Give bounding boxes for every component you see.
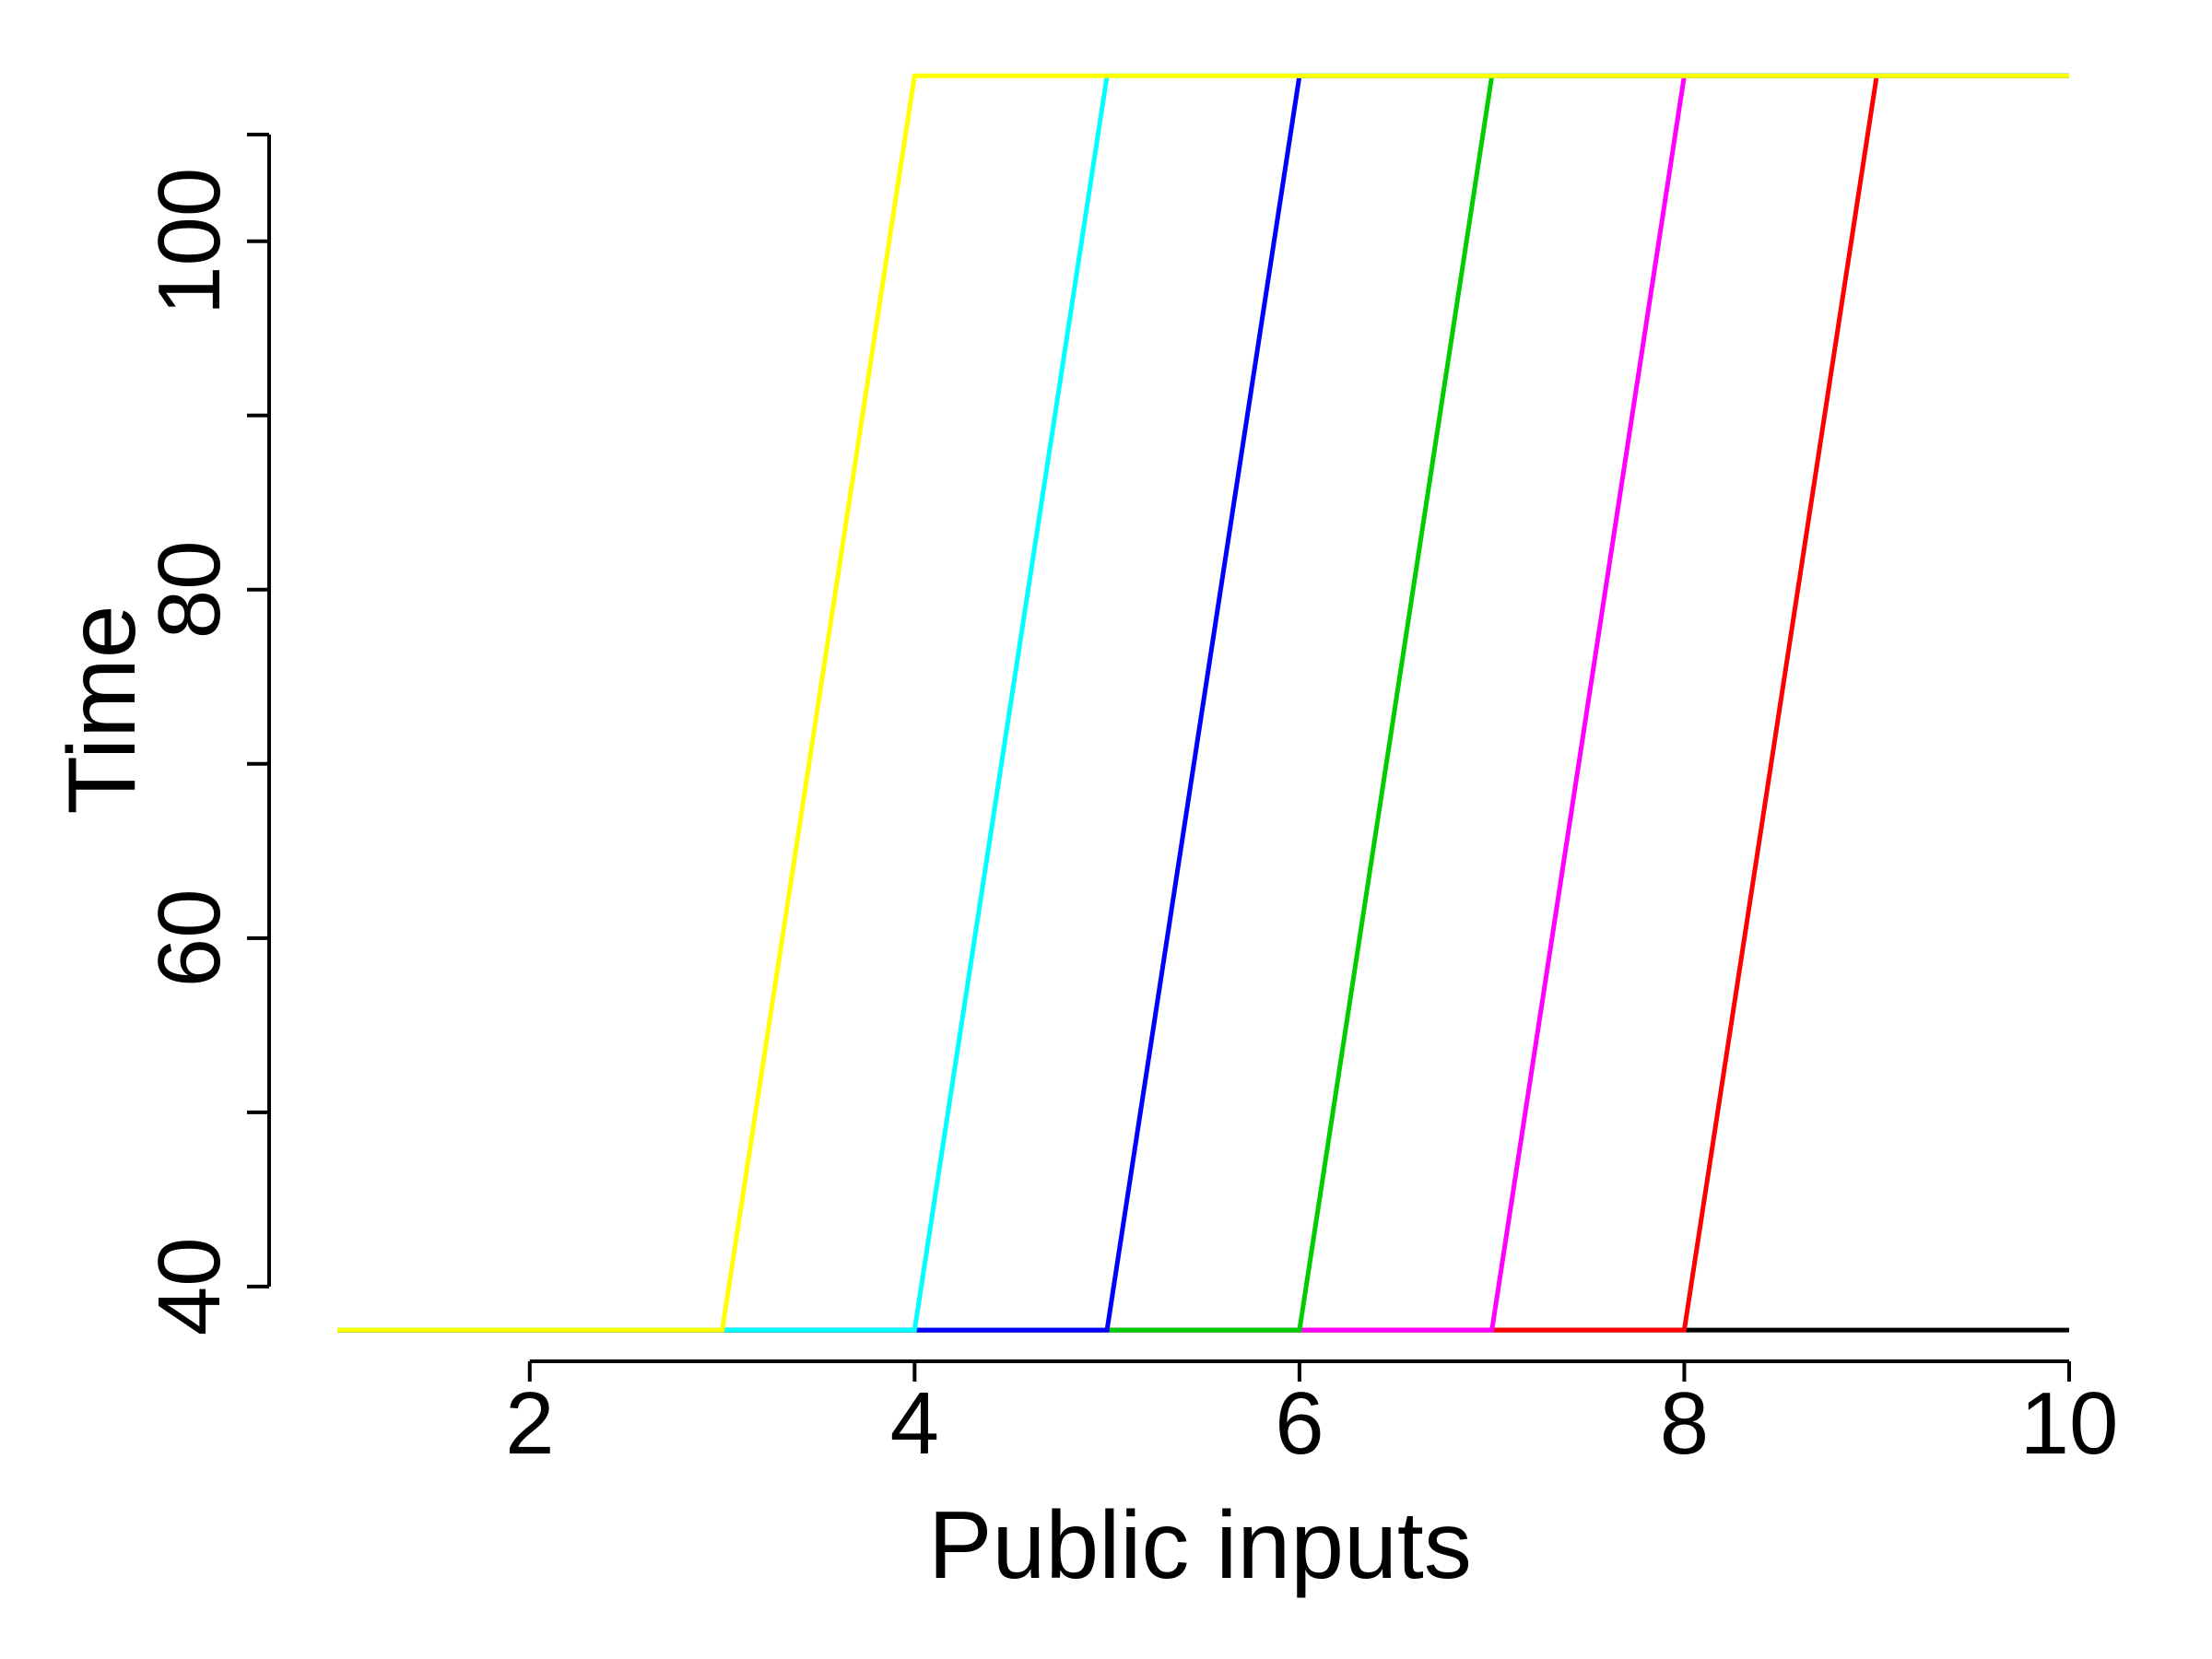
series-layer bbox=[337, 73, 2069, 1333]
x-tick-label-8: 8 bbox=[1660, 1374, 1709, 1473]
x-tick-label-4: 4 bbox=[890, 1374, 939, 1473]
x-tick-label-2: 2 bbox=[505, 1374, 554, 1473]
series-line-5 bbox=[337, 73, 2069, 1333]
x-tick-label-6: 6 bbox=[1275, 1374, 1324, 1473]
x-axis-label: Public inputs bbox=[928, 1492, 1472, 1599]
x-axis: 2 4 6 8 10 bbox=[505, 1359, 2119, 1473]
y-axis-label: Time bbox=[49, 605, 156, 814]
y-tick-label-40: 40 bbox=[140, 1237, 239, 1335]
y-tick-label-60: 60 bbox=[140, 888, 239, 987]
series-line-7 bbox=[337, 73, 2069, 1333]
x-tick-label-10: 10 bbox=[2020, 1374, 2119, 1473]
y-axis: 40 60 80 100 bbox=[140, 133, 271, 1335]
y-tick-label-100: 100 bbox=[140, 168, 239, 315]
y-tick-label-80: 80 bbox=[140, 540, 239, 639]
